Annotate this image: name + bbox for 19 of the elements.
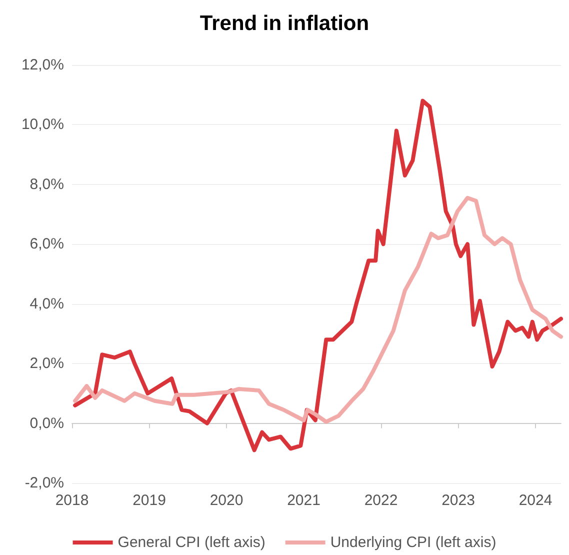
chart-title: Trend in inflation <box>200 12 370 35</box>
y-tick-label: 4,0% <box>30 295 64 312</box>
x-tick-label: 2019 <box>132 492 166 509</box>
y-tick-label: 12,0% <box>21 56 64 74</box>
y-tick-label: -2,0% <box>24 474 64 492</box>
legend-label: Underlying CPI (left axis) <box>330 534 496 551</box>
x-tick-label: 2020 <box>210 492 244 509</box>
y-tick-label: 0,0% <box>30 414 64 432</box>
line-series <box>73 98 563 452</box>
x-tick-label: 2023 <box>442 492 475 509</box>
y-tick-label: 2,0% <box>30 355 64 372</box>
y-tick-label: 8,0% <box>30 176 64 193</box>
y-tick-label: 6,0% <box>30 236 64 253</box>
x-tick-label: 2018 <box>55 492 89 509</box>
x-tick-label: 2024 <box>518 492 552 509</box>
y-tick-label: 10,0% <box>21 116 64 134</box>
x-tick-label: 2021 <box>287 492 320 509</box>
x-tick-label: 2022 <box>364 492 398 509</box>
legend-label: General CPI (left axis) <box>118 534 266 551</box>
